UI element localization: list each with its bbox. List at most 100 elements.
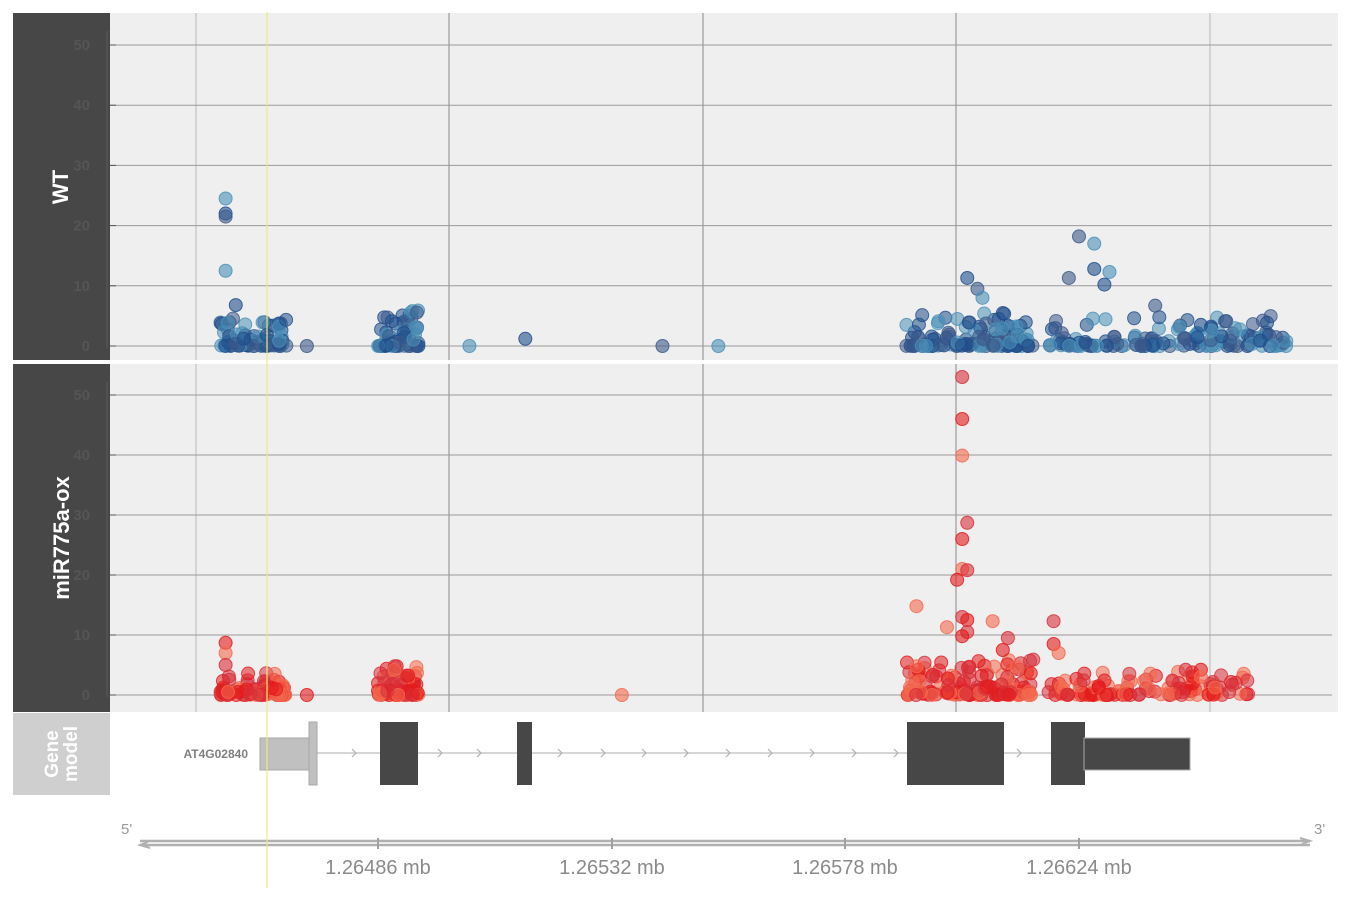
strand-arrow bbox=[851, 748, 857, 758]
exon-5-block bbox=[1051, 722, 1085, 785]
five-prime-label: 5' bbox=[121, 821, 132, 838]
y-tick-label: 30 bbox=[73, 507, 90, 524]
strand-arrow bbox=[641, 748, 647, 758]
strand-arrow bbox=[893, 748, 899, 758]
data-point bbox=[931, 314, 946, 329]
y-tick-label: 10 bbox=[73, 278, 90, 295]
y-tick-label: 20 bbox=[73, 218, 90, 235]
data-point bbox=[960, 515, 975, 530]
data-point bbox=[961, 315, 976, 330]
axis-tick-label: 1.26486 mb bbox=[325, 857, 431, 879]
data-point bbox=[909, 599, 924, 614]
data-point bbox=[975, 290, 990, 305]
track-label-ox: miR775a-ox bbox=[13, 364, 110, 712]
data-point bbox=[1097, 277, 1112, 292]
data-point bbox=[1010, 329, 1025, 344]
axis-tick-label: 1.26532 mb bbox=[559, 857, 665, 879]
data-point bbox=[1046, 614, 1061, 629]
y-tick-label: 50 bbox=[73, 387, 90, 404]
data-point bbox=[1174, 687, 1189, 702]
data-point bbox=[934, 655, 949, 670]
data-point bbox=[1204, 323, 1219, 338]
data-point bbox=[1148, 298, 1163, 313]
three-prime-label: 3' bbox=[1314, 821, 1325, 838]
axis-tick-label: 1.26624 mb bbox=[1026, 857, 1132, 879]
data-point bbox=[1087, 261, 1102, 276]
data-point bbox=[380, 684, 395, 699]
strand-arrow bbox=[767, 748, 773, 758]
data-point bbox=[955, 629, 970, 644]
data-point bbox=[1023, 653, 1038, 668]
data-point bbox=[384, 314, 399, 329]
utr-5-block bbox=[259, 737, 311, 771]
data-point bbox=[711, 339, 726, 353]
data-point bbox=[218, 658, 233, 672]
data-point bbox=[1021, 688, 1036, 702]
data-point bbox=[1190, 330, 1205, 345]
data-point bbox=[238, 317, 253, 332]
data-point bbox=[1178, 662, 1193, 677]
data-point bbox=[655, 339, 670, 353]
data-point bbox=[1091, 680, 1106, 695]
data-point bbox=[218, 209, 233, 224]
data-point bbox=[955, 448, 970, 463]
data-point bbox=[279, 312, 294, 327]
data-point bbox=[1153, 687, 1168, 702]
exon-2-block bbox=[380, 722, 418, 785]
data-point bbox=[255, 315, 270, 330]
track-label-gene-model: Gene model bbox=[13, 713, 110, 795]
data-point bbox=[272, 333, 287, 348]
data-point bbox=[995, 305, 1010, 320]
data-point bbox=[221, 684, 236, 699]
data-point bbox=[1072, 229, 1086, 244]
gene-model-track: AT4G02840 bbox=[184, 721, 1191, 786]
data-point bbox=[379, 338, 394, 353]
strand-arrow bbox=[809, 748, 815, 758]
data-point bbox=[1214, 668, 1229, 683]
strand-arrow bbox=[437, 748, 443, 758]
y-tick-label: 20 bbox=[73, 567, 90, 584]
data-point bbox=[269, 682, 284, 697]
data-point bbox=[1087, 236, 1102, 251]
data-point bbox=[974, 668, 989, 683]
data-point bbox=[409, 660, 424, 675]
data-point bbox=[392, 335, 407, 350]
data-point bbox=[939, 620, 954, 635]
axis-right-arrow bbox=[1299, 837, 1314, 845]
data-point bbox=[960, 563, 975, 578]
data-point bbox=[1228, 675, 1243, 690]
data-point bbox=[299, 339, 314, 353]
data-point bbox=[1059, 687, 1074, 702]
data-point bbox=[406, 332, 421, 347]
data-point bbox=[220, 315, 235, 330]
data-point bbox=[1240, 673, 1255, 688]
data-point bbox=[1152, 310, 1167, 325]
data-point bbox=[1127, 311, 1142, 326]
exon-3-block bbox=[517, 722, 532, 785]
data-point bbox=[976, 332, 991, 347]
strand-arrow bbox=[1016, 748, 1022, 758]
data-point bbox=[1266, 338, 1281, 353]
data-point bbox=[995, 321, 1010, 336]
data-point bbox=[1193, 670, 1208, 684]
data-point bbox=[955, 370, 970, 384]
data-point bbox=[1232, 322, 1247, 337]
data-point bbox=[614, 688, 629, 702]
utr-3-block bbox=[1083, 737, 1191, 771]
strand-arrow bbox=[476, 748, 482, 758]
data-point bbox=[1085, 311, 1100, 326]
data-point bbox=[925, 687, 940, 702]
data-point bbox=[1132, 687, 1147, 702]
data-point bbox=[1051, 646, 1066, 660]
y-tick-label: 40 bbox=[73, 447, 90, 464]
data-point bbox=[959, 687, 974, 702]
data-point bbox=[409, 305, 424, 320]
data-point bbox=[1098, 312, 1113, 327]
data-point bbox=[401, 668, 416, 683]
data-point bbox=[1023, 666, 1038, 681]
data-point bbox=[267, 666, 282, 681]
data-point bbox=[218, 191, 233, 206]
exon-4-block bbox=[907, 722, 1004, 785]
data-point bbox=[911, 317, 926, 332]
